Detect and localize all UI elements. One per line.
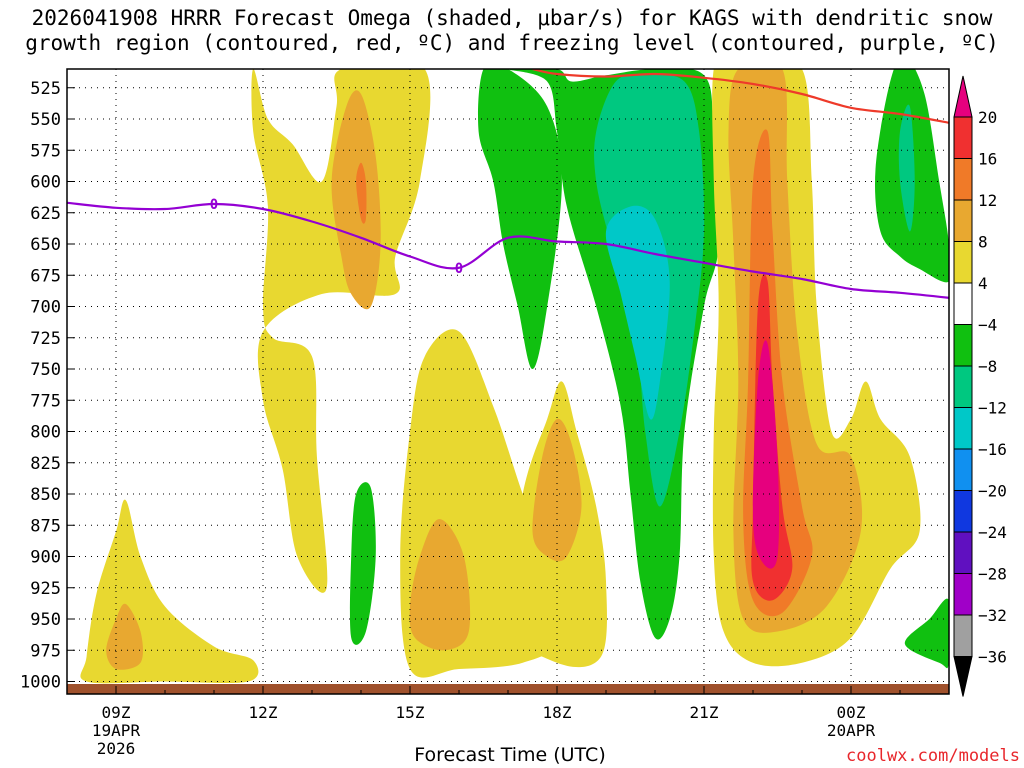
y-tick-label-700: 700 [30,298,61,318]
colorbar-bin-5 [953,282,973,325]
y-tick-label-575: 575 [30,141,61,161]
colorbar-bin-2 [953,158,973,201]
y-tick-label-925: 925 [30,579,61,599]
colorbar-bin-13 [953,614,973,657]
colorbar-label-12: −28 [978,565,1007,584]
x-axis-title: Forecast Time (UTC) [414,744,606,766]
y-tick-label-600: 600 [30,173,61,193]
colorbar-label-4: 8 [978,233,988,252]
title-line-2: growth region (contoured, red, ºC) and f… [25,31,999,55]
omega-region-2 [106,603,144,670]
y-tick-label-675: 675 [30,266,61,286]
colorbar-label-10: −20 [978,482,1007,501]
y-tick-label-775: 775 [30,391,61,411]
omega-region-4 [331,90,381,310]
freezing-level-label-2: 0 [455,261,463,277]
x-tick-label-18Z: 18Z [543,703,572,722]
x-tick-label-21Z: 21Z [690,703,719,722]
colorbar-bin-10 [953,490,973,533]
y-tick-label-725: 725 [30,329,61,349]
colorbar-label-6: −4 [978,316,997,335]
x-tick-label-15Z: 15Z [396,703,425,722]
colorbar-label-9: −16 [978,440,1007,459]
freezing-level-label-1: 0 [210,197,218,213]
colorbar-label-1: 20 [978,108,997,127]
dgz-contour-line [532,69,949,124]
colorbar-label-11: −24 [978,523,1007,542]
colorbar-label-5: 4 [978,274,988,293]
colorbar-bottom-arrow [953,656,973,697]
chart-title: 2026041908 HRRR Forecast Omega (shaded, … [0,6,1024,56]
omega-region-22 [904,598,949,669]
omega-region-19 [752,340,780,569]
gridlines [67,69,949,694]
y-tick-label-950: 950 [30,610,61,630]
omega-shading [67,69,949,694]
colorbar-bin-3 [953,199,973,242]
y-tick-label-900: 900 [30,548,61,568]
colorbar-bin-12 [953,573,973,616]
colorbar-bin-6 [953,324,973,367]
omega-region-21 [898,104,915,232]
x-tick-label-00Z: 00Z [837,703,866,722]
omega-region-12 [478,69,562,369]
ground-surface [67,684,949,694]
omega-region-14 [605,205,670,420]
colorbar-label-13: −32 [978,606,1007,625]
x-tick-label-09Z: 09Z [102,703,131,722]
x-tick-year-09Z: 2026 [97,739,136,758]
y-tick-label-625: 625 [30,204,61,224]
y-tick-label-800: 800 [30,423,61,443]
omega-region-3 [251,69,431,593]
x-tick-label-12Z: 12Z [249,703,278,722]
colorbar-label-8: −12 [978,399,1007,418]
y-tick-label-875: 875 [30,516,61,536]
x-tick-date-00Z: 20APR [827,721,876,740]
y-tick-label-850: 850 [30,485,61,505]
colorbar-label-14: −36 [978,648,1007,667]
x-tick-date-09Z: 19APR [92,721,141,740]
title-line-1: 2026041908 HRRR Forecast Omega (shaded, … [31,6,993,30]
colorbar-bin-7 [953,365,973,408]
omega-region-5 [356,162,367,224]
y-tick-label-750: 750 [30,360,61,380]
y-tick-label-825: 825 [30,454,61,474]
colorbar-label-2: 16 [978,150,997,169]
contours: 00 [67,69,949,299]
y-tick-label-650: 650 [30,235,61,255]
omega-region-7 [409,519,471,651]
y-axis: 525 550 575 600 625 650 675 700 725 750 775 800 825 8… [20,79,75,693]
y-tick-label-975: 975 [30,641,61,661]
y-tick-label-1000: 1000 [20,673,61,693]
omega-region-10 [532,418,582,562]
colorbar: 20 16 12 8 4 −4 −8 −12 −16 −20 −24 −28 −32 −36 [953,75,1007,697]
colorbar-label-3: 12 [978,191,997,210]
colorbar-bin-8 [953,407,973,450]
colorbar-bin-1 [953,116,973,159]
omega-region-8 [349,482,376,645]
colorbar-top-arrow [953,75,973,118]
freezing-level-line [67,201,949,299]
colorbar-bin-4 [953,241,973,284]
colorbar-bin-9 [953,448,973,491]
credit-link[interactable]: coolwx.com/models [846,746,1020,766]
colorbar-bin-11 [953,531,973,574]
colorbar-label-7: −8 [978,357,997,376]
y-tick-label-525: 525 [30,79,61,99]
y-tick-label-550: 550 [30,110,61,130]
